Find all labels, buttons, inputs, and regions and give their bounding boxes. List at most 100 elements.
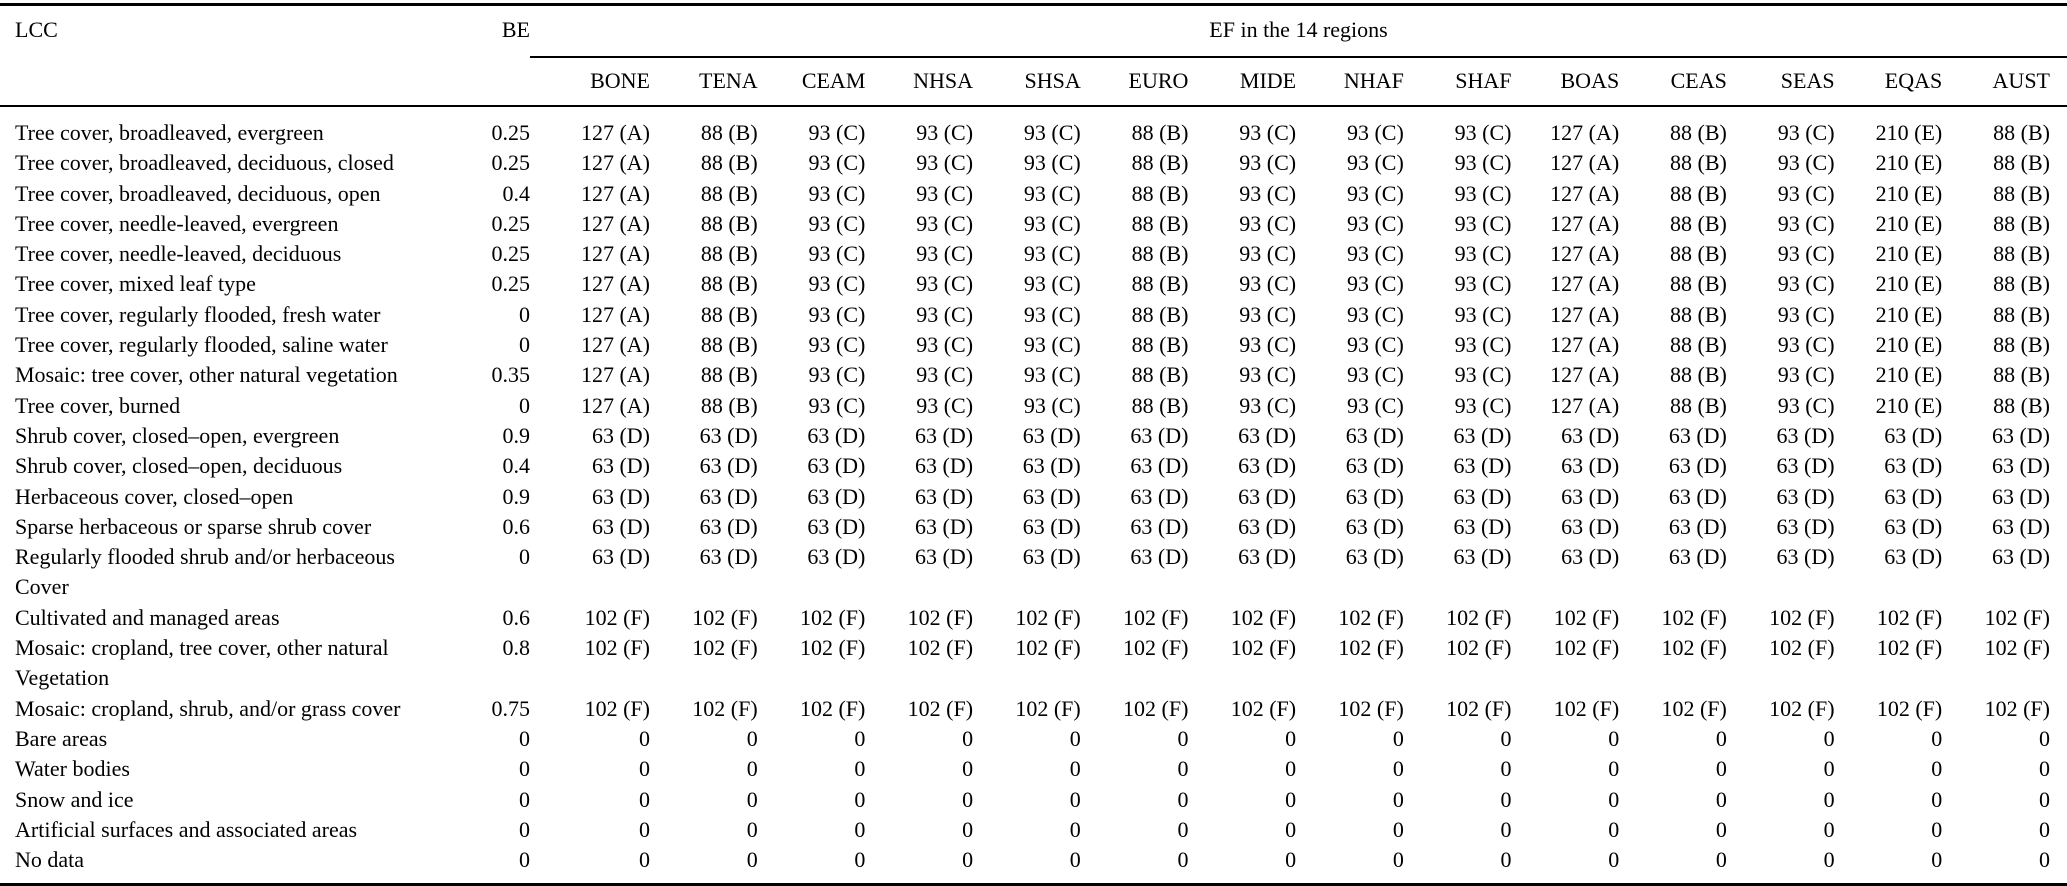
- ef-cell-ceam: 93 (C): [808, 301, 866, 327]
- ef-cell-eqas: 102 (F): [1876, 635, 1943, 661]
- ef-cell-aust: 63 (D): [1991, 453, 2050, 479]
- be-cell: 0.6: [502, 513, 531, 539]
- be-cell: 0: [519, 847, 530, 873]
- ef-cell-nhsa: 0: [962, 816, 974, 842]
- ef-cell-bone: 0: [639, 816, 650, 842]
- ef-cell-eqas: 102 (F): [1876, 604, 1943, 630]
- ef-cell-ceam: 0: [854, 725, 866, 751]
- ef-cell-nhsa: 93 (C): [916, 332, 974, 358]
- ef-cell-aust: 63 (D): [1991, 513, 2050, 539]
- ef-cell-seas: 93 (C): [1777, 392, 1835, 418]
- ef-cell-boas: 127 (A): [1550, 241, 1620, 267]
- ef-cell-shaf: 0: [1500, 725, 1512, 751]
- lcc-cell: Mosaic: cropland, tree cover, other natu…: [15, 635, 389, 691]
- ef-cell-tena: 88 (B): [700, 120, 758, 145]
- ef-cell-ceam: 93 (C): [808, 210, 866, 236]
- ef-cell-boas: 127 (A): [1550, 180, 1620, 206]
- ef-cell-ceam: 63 (D): [807, 513, 866, 539]
- table-row: Tree cover, broadleaved, evergreen 0.25 12…: [0, 106, 2067, 148]
- be-cell: 0.25: [491, 241, 531, 267]
- ef-cell-tena: 0: [746, 816, 758, 842]
- lcc-cell: Tree cover, regularly flooded, fresh wat…: [15, 301, 381, 327]
- ef-cell-seas: 93 (C): [1777, 362, 1835, 388]
- ef-cell-nhsa: 0: [962, 725, 974, 751]
- ef-cell-shsa: 93 (C): [1023, 180, 1081, 206]
- ef-cell-nhaf: 0: [1392, 725, 1404, 751]
- be-cell: 0.75: [491, 695, 531, 721]
- ef-cell-ceam: 93 (C): [808, 362, 866, 388]
- ef-cell-aust: 0: [2039, 725, 2050, 751]
- region-header-ceas: CEAS: [1619, 57, 1727, 107]
- ef-cell-nhaf: 0: [1392, 816, 1404, 842]
- ef-cell-euro: 88 (B): [1131, 241, 1189, 267]
- ef-cell-nhsa: 93 (C): [916, 271, 974, 297]
- ef-cell-bone: 127 (A): [580, 241, 650, 267]
- ef-cell-mide: 63 (D): [1238, 422, 1297, 448]
- ef-cell-bone: 0: [639, 725, 650, 751]
- ef-cell-mide: 63 (D): [1238, 513, 1297, 539]
- ef-cell-euro: 88 (B): [1131, 332, 1189, 358]
- table-row: Tree cover, broadleaved, deciduous, open…: [0, 179, 2067, 209]
- ef-cell-bone: 63 (D): [591, 422, 650, 448]
- ef-cell-nhaf: 93 (C): [1346, 210, 1404, 236]
- ef-cell-shaf: 93 (C): [1454, 271, 1512, 297]
- ef-cell-nhsa: 63 (D): [915, 453, 974, 479]
- ef-cell-ceas: 88 (B): [1670, 241, 1727, 267]
- ef-cell-eqas: 210 (E): [1875, 392, 1943, 418]
- ef-cell-eqas: 210 (E): [1875, 241, 1943, 267]
- region-header-tena: TENA: [650, 57, 758, 107]
- ef-cell-ceam: 102 (F): [799, 695, 866, 721]
- ef-cell-boas: 0: [1608, 816, 1620, 842]
- table-header: LCC BE EF in the 14 regions BONE TENA CE…: [0, 4, 2067, 107]
- ef-cell-aust: 88 (B): [1993, 332, 2050, 358]
- table-row: Mosaic: cropland, shrub, and/or grass co…: [0, 694, 2067, 724]
- ef-cell-tena: 88 (B): [700, 271, 758, 297]
- lcc-cell: Snow and ice: [15, 786, 134, 812]
- ef-cell-aust: 0: [2039, 847, 2050, 873]
- ef-cell-euro: 88 (B): [1131, 392, 1189, 418]
- ef-cell-shsa: 93 (C): [1023, 210, 1081, 236]
- lcc-cell: Tree cover, broadleaved, deciduous, open: [15, 180, 381, 206]
- ef-cell-seas: 93 (C): [1777, 301, 1835, 327]
- ef-cell-bone: 0: [639, 756, 650, 782]
- ef-cell-boas: 102 (F): [1553, 604, 1620, 630]
- ef-cell-shaf: 93 (C): [1454, 120, 1512, 145]
- ef-cell-eqas: 0: [1931, 725, 1943, 751]
- table-row: Mosaic: cropland, tree cover, other natu…: [0, 633, 2067, 694]
- be-cell: 0: [519, 816, 530, 842]
- ef-cell-ceas: 63 (D): [1668, 453, 1727, 479]
- ef-cell-nhsa: 93 (C): [916, 392, 974, 418]
- ef-cell-tena: 63 (D): [699, 513, 758, 539]
- ef-cell-eqas: 63 (D): [1884, 453, 1943, 479]
- ef-cell-nhaf: 93 (C): [1346, 150, 1404, 176]
- ef-cell-bone: 127 (A): [580, 150, 650, 176]
- ef-cell-euro: 63 (D): [1130, 483, 1189, 509]
- region-header-seas: SEAS: [1726, 57, 1835, 107]
- ef-cell-boas: 127 (A): [1550, 210, 1620, 236]
- ef-cell-nhsa: 102 (F): [907, 695, 974, 721]
- lcc-cell: Tree cover, burned: [15, 392, 181, 418]
- ef-cell-mide: 93 (C): [1239, 392, 1297, 418]
- ef-cell-shaf: 63 (D): [1453, 513, 1512, 539]
- ef-group-header: EF in the 14 regions: [530, 4, 2067, 58]
- ef-cell-eqas: 63 (D): [1884, 483, 1943, 509]
- ef-cell-mide: 93 (C): [1239, 271, 1297, 297]
- ef-cell-aust: 102 (F): [1984, 695, 2050, 721]
- be-cell: 0.25: [491, 150, 531, 176]
- ef-cell-mide: 0: [1285, 786, 1297, 812]
- ef-cell-nhaf: 102 (F): [1338, 604, 1404, 630]
- ef-cell-shsa: 93 (C): [1023, 120, 1081, 145]
- ef-cell-seas: 102 (F): [1769, 695, 1835, 721]
- ef-cell-boas: 63 (D): [1561, 422, 1620, 448]
- ef-cell-shsa: 63 (D): [1022, 483, 1081, 509]
- ef-cell-seas: 63 (D): [1776, 422, 1835, 448]
- ef-cell-aust: 88 (B): [1993, 362, 2050, 388]
- ef-cell-tena: 88 (B): [700, 150, 758, 176]
- ef-cell-eqas: 210 (E): [1875, 301, 1943, 327]
- ef-cell-tena: 102 (F): [692, 635, 758, 661]
- ef-cell-euro: 63 (D): [1130, 544, 1189, 570]
- ef-cell-euro: 88 (B): [1131, 271, 1189, 297]
- ef-cell-seas: 93 (C): [1777, 332, 1835, 358]
- be-cell: 0.35: [491, 362, 531, 388]
